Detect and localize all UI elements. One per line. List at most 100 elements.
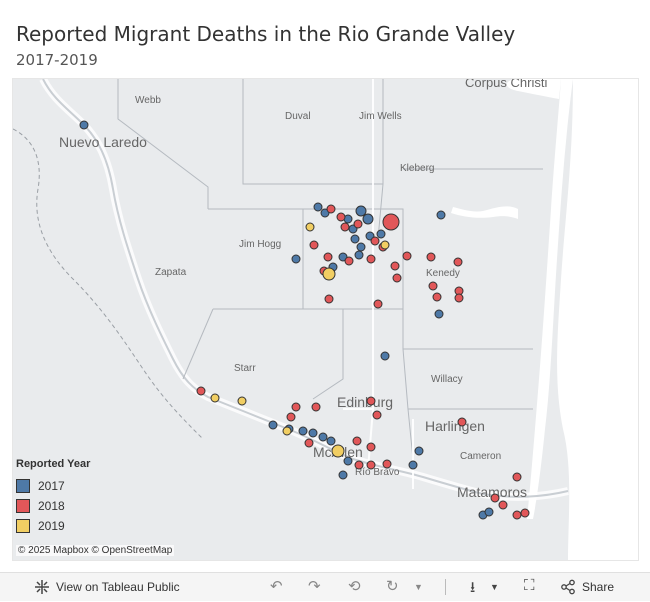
- marker-2018: [490, 493, 500, 503]
- marker-2019: [380, 240, 390, 250]
- marker-2019: [322, 267, 336, 281]
- county-boundaries: [117, 79, 543, 460]
- marker-2018: [428, 281, 438, 291]
- marker-2018: [324, 294, 334, 304]
- place-label: Jim Hogg: [239, 239, 281, 250]
- marker-2018: [366, 442, 376, 452]
- marker-2017: [355, 205, 367, 217]
- view-on-tableau-label: View on Tableau Public: [56, 580, 180, 594]
- marker-2018: [373, 299, 383, 309]
- marker-2018: [457, 417, 467, 427]
- share-label: Share: [582, 580, 615, 594]
- marker-2018: [323, 252, 333, 262]
- download-icon[interactable]: ⭳: [470, 579, 476, 596]
- marker-2018: [432, 292, 442, 302]
- marker-2018: [326, 204, 336, 214]
- marker-2017: [338, 470, 348, 480]
- marker-2018: [309, 240, 319, 250]
- legend-swatch: [16, 499, 30, 513]
- marker-2017: [350, 234, 360, 244]
- marker-2018: [520, 508, 530, 518]
- place-label: Cameron: [460, 451, 501, 462]
- marker-2018: [304, 438, 314, 448]
- marker-2017: [414, 446, 424, 456]
- marker-2018: [454, 293, 464, 303]
- marker-2018: [382, 213, 400, 231]
- place-label: Kleberg: [400, 163, 434, 174]
- marker-2019: [210, 393, 220, 403]
- marker-2017: [354, 250, 364, 260]
- share-button[interactable]: Share: [560, 579, 614, 595]
- refresh-icon[interactable]: ↻: [386, 578, 399, 595]
- revert-icon[interactable]: ⟲: [348, 578, 361, 595]
- baffin-bay: [451, 206, 518, 219]
- gulf-water: [557, 79, 638, 560]
- legend-item-2018[interactable]: 2018: [16, 496, 90, 516]
- marker-2019: [237, 396, 247, 406]
- redo-icon[interactable]: ↷: [308, 578, 321, 595]
- marker-2017: [356, 242, 366, 252]
- toolbar-separator: [445, 579, 446, 595]
- map-attribution[interactable]: © 2025 Mapbox © OpenStreetMap: [16, 545, 175, 556]
- roads: [343, 79, 414, 489]
- marker-2017: [434, 309, 444, 319]
- legend-item-2019[interactable]: 2019: [16, 516, 90, 536]
- place-label: Nuevo Laredo: [59, 134, 147, 150]
- map-canvas[interactable]: Corpus Christi Webb Nuevo Laredo Duval J…: [13, 79, 638, 560]
- place-label: Kenedy: [426, 268, 460, 279]
- place-label: Río Bravo: [355, 467, 400, 478]
- place-label: Zapata: [155, 267, 187, 278]
- legend-label: 2018: [38, 499, 65, 513]
- marker-2018: [352, 436, 362, 446]
- download-dropdown-icon[interactable]: ▼: [490, 582, 499, 592]
- marker-2017: [308, 428, 318, 438]
- marker-2018: [390, 261, 400, 271]
- marker-2018: [366, 396, 376, 406]
- death-markers: [79, 120, 530, 520]
- view-on-tableau-button[interactable]: View on Tableau Public: [34, 579, 180, 595]
- laguna-madre: [527, 79, 573, 519]
- marker-2017: [484, 507, 494, 517]
- marker-2018: [426, 252, 436, 262]
- share-icon: [561, 579, 575, 595]
- marker-2018: [382, 459, 392, 469]
- map-view[interactable]: Corpus Christi Webb Nuevo Laredo Duval J…: [12, 78, 639, 561]
- place-label: Matamoros: [457, 484, 527, 500]
- fullscreen-icon[interactable]: ⛶: [524, 577, 535, 594]
- marker-2017: [376, 229, 386, 239]
- undo-icon[interactable]: ↶: [270, 578, 283, 595]
- marker-2018: [498, 500, 508, 510]
- marker-2017: [318, 432, 328, 442]
- marker-2017: [362, 213, 374, 225]
- place-label: Corpus Christi: [465, 79, 547, 90]
- place-label: Jim Wells: [359, 111, 402, 122]
- marker-2018: [354, 460, 364, 470]
- marker-2017: [408, 460, 418, 470]
- place-label: Willacy: [431, 374, 463, 385]
- marker-2018: [512, 472, 522, 482]
- tableau-logo-icon: [35, 580, 49, 594]
- marker-2018: [372, 410, 382, 420]
- marker-2017: [79, 120, 89, 130]
- marker-2018: [311, 402, 321, 412]
- place-labels: Corpus Christi Webb Nuevo Laredo Duval J…: [59, 79, 547, 500]
- marker-2019: [305, 222, 315, 232]
- legend-swatch: [16, 479, 30, 493]
- legend-title: Reported Year: [16, 458, 91, 470]
- place-label: Webb: [135, 95, 161, 106]
- pause-dropdown-icon[interactable]: ▼: [414, 582, 423, 592]
- legend-item-2017[interactable]: 2017: [16, 476, 90, 496]
- legend-swatch: [16, 519, 30, 533]
- place-label: Duval: [285, 111, 311, 122]
- state-boundary: [13, 128, 204, 440]
- marker-2018: [291, 402, 301, 412]
- marker-2018: [336, 212, 346, 222]
- marker-2017: [291, 254, 301, 264]
- corpus-bay: [506, 79, 561, 99]
- marker-2018: [453, 257, 463, 267]
- marker-2018: [286, 412, 296, 422]
- marker-2018: [196, 386, 206, 396]
- marker-2018: [353, 219, 363, 229]
- marker-2018: [512, 510, 522, 520]
- marker-2017: [343, 456, 353, 466]
